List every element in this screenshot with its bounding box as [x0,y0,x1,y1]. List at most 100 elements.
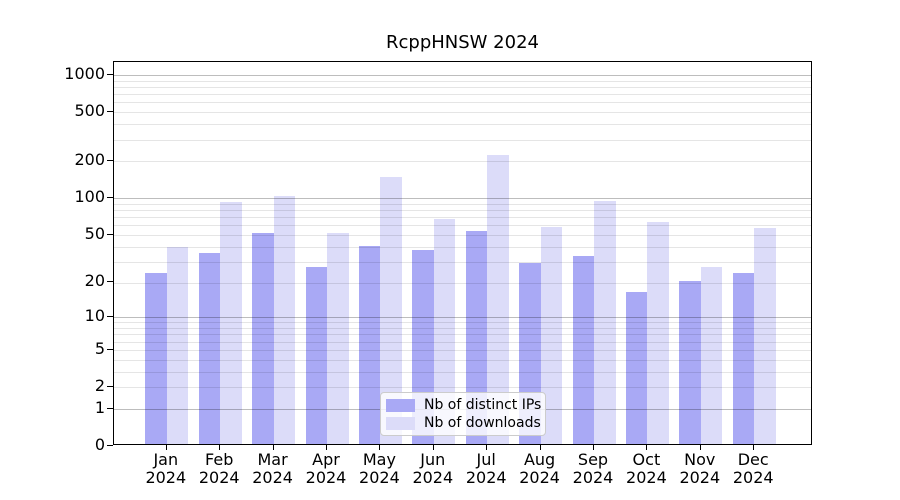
x-tick-month: Jan [153,450,179,469]
bar-downloads-jul [487,155,509,444]
x-tick-label-jan: Jan 2024 [126,451,206,487]
bar-ips-nov [679,280,701,444]
bar-downloads-apr [327,232,349,444]
bar-ips-dec [732,273,755,444]
x-tick-mark-dec [753,445,755,450]
x-tick-label-feb: Feb 2024 [179,451,259,487]
x-tick-label-may: May 2024 [339,451,419,487]
y-tick-label-200: 200 [74,150,105,170]
x-tick-mark-jun [432,445,434,450]
bar-ips-apr [305,267,327,444]
y-tick-mark-10 [107,316,113,318]
x-tick-label-nov: Nov 2024 [660,451,740,487]
x-tick-month: Jul [476,450,496,469]
bar-downloads-mar [273,196,296,444]
x-tick-year: 2024 [679,468,721,487]
x-tick-year: 2024 [198,468,240,487]
y-tick-mark-500 [107,111,113,113]
y-tick-label-10: 10 [84,306,105,326]
x-tick-mark-jul [486,445,488,450]
bar-ips-jul [465,230,488,444]
bar-downloads-sep [594,201,616,444]
y-tick-mark-2 [107,385,113,387]
chart-title: RcppHNSW 2024 [385,32,539,53]
x-tick-year: 2024 [252,468,293,487]
x-tick-month: Dec [737,450,769,469]
x-tick-mark-apr [326,445,327,450]
x-tick-month: Oct [632,450,661,469]
y-tick-mark-200 [107,160,113,162]
x-tick-year: 2024 [145,468,187,487]
x-tick-mark-mar [272,445,274,450]
x-tick-label-jul: Jul 2024 [446,451,526,487]
y-tick-label-2: 2 [94,375,105,395]
x-tick-year: 2024 [305,468,347,487]
x-tick-year: 2024 [519,468,560,487]
x-tick-year: 2024 [359,468,400,487]
x-tick-label-jun: Jun 2024 [393,451,473,487]
bar-downloads-may [380,177,402,444]
x-tick-mark-oct [646,445,648,450]
x-tick-month: May [362,450,396,469]
bar-ips-mar [252,232,274,444]
legend-label-downloads: Nb of downloads [424,415,541,431]
x-tick-month: Aug [523,450,556,469]
y-tick-label-5: 5 [94,338,105,358]
y-tick-label-50: 50 [84,223,105,243]
x-tick-month: Feb [205,450,234,469]
y-tick-mark-20 [107,281,113,283]
x-tick-year: 2024 [465,468,507,487]
bar-ips-may [358,245,381,444]
x-tick-year: 2024 [572,468,614,487]
y-tick-mark-1000 [107,73,113,75]
x-tick-mark-jan [165,445,167,450]
y-tick-label-1000: 1000 [64,63,105,83]
x-tick-year: 2024 [626,468,667,487]
bar-ips-sep [572,256,594,444]
x-tick-mark-feb [219,445,221,450]
x-tick-month: Jun [420,450,446,469]
legend-row-distinct-ips: Nb of distinct IPs [386,397,541,413]
x-tick-label-dec: Dec 2024 [713,451,793,487]
legend-row-downloads: Nb of downloads [386,415,541,431]
y-tick-mark-50 [107,233,113,235]
bar-downloads-nov [700,267,723,444]
bar-downloads-jun [433,219,456,444]
x-tick-mark-aug [539,445,541,450]
bar-downloads-aug [540,226,563,444]
x-tick-month: Nov [684,450,716,469]
bar-downloads-dec [754,227,776,444]
x-tick-label-mar: Mar 2024 [233,451,313,487]
y-tick-label-20: 20 [84,271,105,291]
x-tick-mark-may [379,445,381,450]
y-tick-mark-100 [107,197,113,199]
x-tick-year: 2024 [412,468,454,487]
plot-area: Nb of distinct IPs Nb of downloads [113,61,812,445]
x-tick-mark-nov [699,445,701,450]
y-tick-mark-0 [107,445,113,446]
x-tick-label-sep: Sep 2024 [553,451,633,487]
x-tick-label-apr: Apr 2024 [286,451,366,487]
y-tick-label-0: 0 [94,435,105,454]
bar-downloads-jan [166,247,189,444]
x-tick-month: Mar [257,450,288,469]
bar-downloads-feb [220,201,242,444]
bar-ips-feb [198,253,221,444]
x-tick-mark-sep [593,445,594,450]
bar-ips-jan [145,273,167,444]
y-tick-mark-1 [107,407,113,409]
legend-swatch-downloads-icon [386,416,415,430]
bar-ips-oct [625,291,648,444]
x-tick-label-aug: Aug 2024 [500,451,580,487]
y-tick-label-100: 100 [74,187,105,207]
bars-layer [114,62,811,444]
y-tick-label-500: 500 [74,101,105,121]
x-tick-month: Apr [312,450,340,469]
x-tick-label-oct: Oct 2024 [606,451,686,487]
y-tick-mark-5 [107,348,113,350]
x-tick-month: Sep [577,450,609,469]
legend-label-distinct-ips: Nb of distinct IPs [424,397,542,413]
y-tick-label-1: 1 [94,397,105,417]
x-tick-year: 2024 [732,468,774,487]
